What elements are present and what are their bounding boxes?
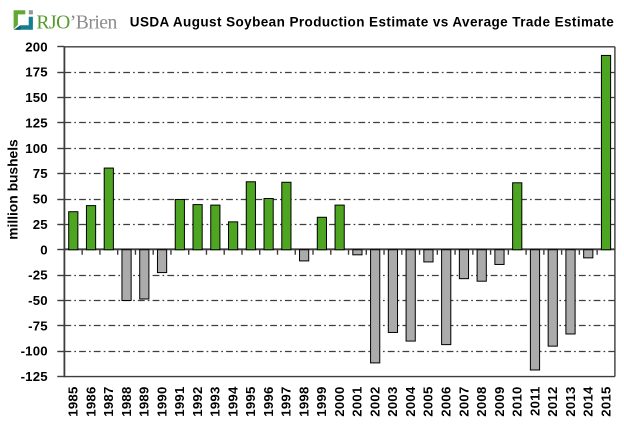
svg-text:100: 100	[25, 141, 48, 156]
svg-text:200: 200	[25, 39, 48, 54]
svg-text:75: 75	[33, 166, 48, 181]
svg-text:1999: 1999	[314, 386, 329, 416]
svg-text:2012: 2012	[545, 386, 560, 416]
svg-text:-100: -100	[21, 344, 48, 359]
svg-text:1989: 1989	[137, 386, 152, 416]
svg-text:2010: 2010	[510, 386, 525, 416]
svg-text:1992: 1992	[190, 386, 205, 416]
svg-text:1987: 1987	[101, 386, 116, 416]
svg-text:2014: 2014	[581, 386, 596, 417]
svg-text:2009: 2009	[492, 386, 507, 416]
svg-text:2013: 2013	[563, 386, 578, 416]
svg-text:1994: 1994	[225, 386, 240, 417]
svg-text:1988: 1988	[119, 386, 134, 416]
svg-text:2001: 2001	[350, 386, 365, 416]
svg-text:2015: 2015	[598, 386, 613, 416]
svg-text:-75: -75	[28, 318, 48, 333]
svg-text:1996: 1996	[261, 386, 276, 416]
svg-text:1998: 1998	[296, 386, 311, 416]
svg-text:2005: 2005	[421, 386, 436, 416]
svg-text:25: 25	[33, 217, 48, 232]
svg-text:-50: -50	[28, 293, 48, 308]
svg-text:125: 125	[25, 115, 48, 130]
svg-text:RJO’Brien: RJO’Brien	[36, 12, 117, 33]
svg-text:1990: 1990	[154, 386, 169, 416]
svg-text:150: 150	[25, 90, 48, 105]
svg-text:USDA August Soybean Production: USDA August Soybean Production Estimate …	[130, 15, 614, 30]
svg-text:1986: 1986	[83, 386, 98, 416]
svg-text:175: 175	[25, 65, 48, 80]
svg-text:2003: 2003	[385, 386, 400, 416]
svg-text:50: 50	[33, 192, 48, 207]
svg-text:2007: 2007	[456, 386, 471, 416]
svg-text:1985: 1985	[66, 386, 81, 416]
svg-text:1995: 1995	[243, 386, 258, 416]
svg-text:2004: 2004	[403, 386, 418, 417]
svg-text:1997: 1997	[279, 386, 294, 416]
svg-text:2000: 2000	[332, 386, 347, 416]
svg-text:million bushels: million bushels	[6, 139, 21, 240]
svg-text:0: 0	[40, 242, 48, 257]
svg-text:2011: 2011	[527, 386, 542, 416]
svg-text:1993: 1993	[208, 386, 223, 416]
svg-text:2008: 2008	[474, 386, 489, 416]
svg-text:-125: -125	[21, 369, 48, 384]
svg-text:2002: 2002	[367, 386, 382, 416]
svg-text:1991: 1991	[172, 386, 187, 416]
svg-text:-25: -25	[28, 268, 48, 283]
svg-text:2006: 2006	[439, 386, 454, 416]
